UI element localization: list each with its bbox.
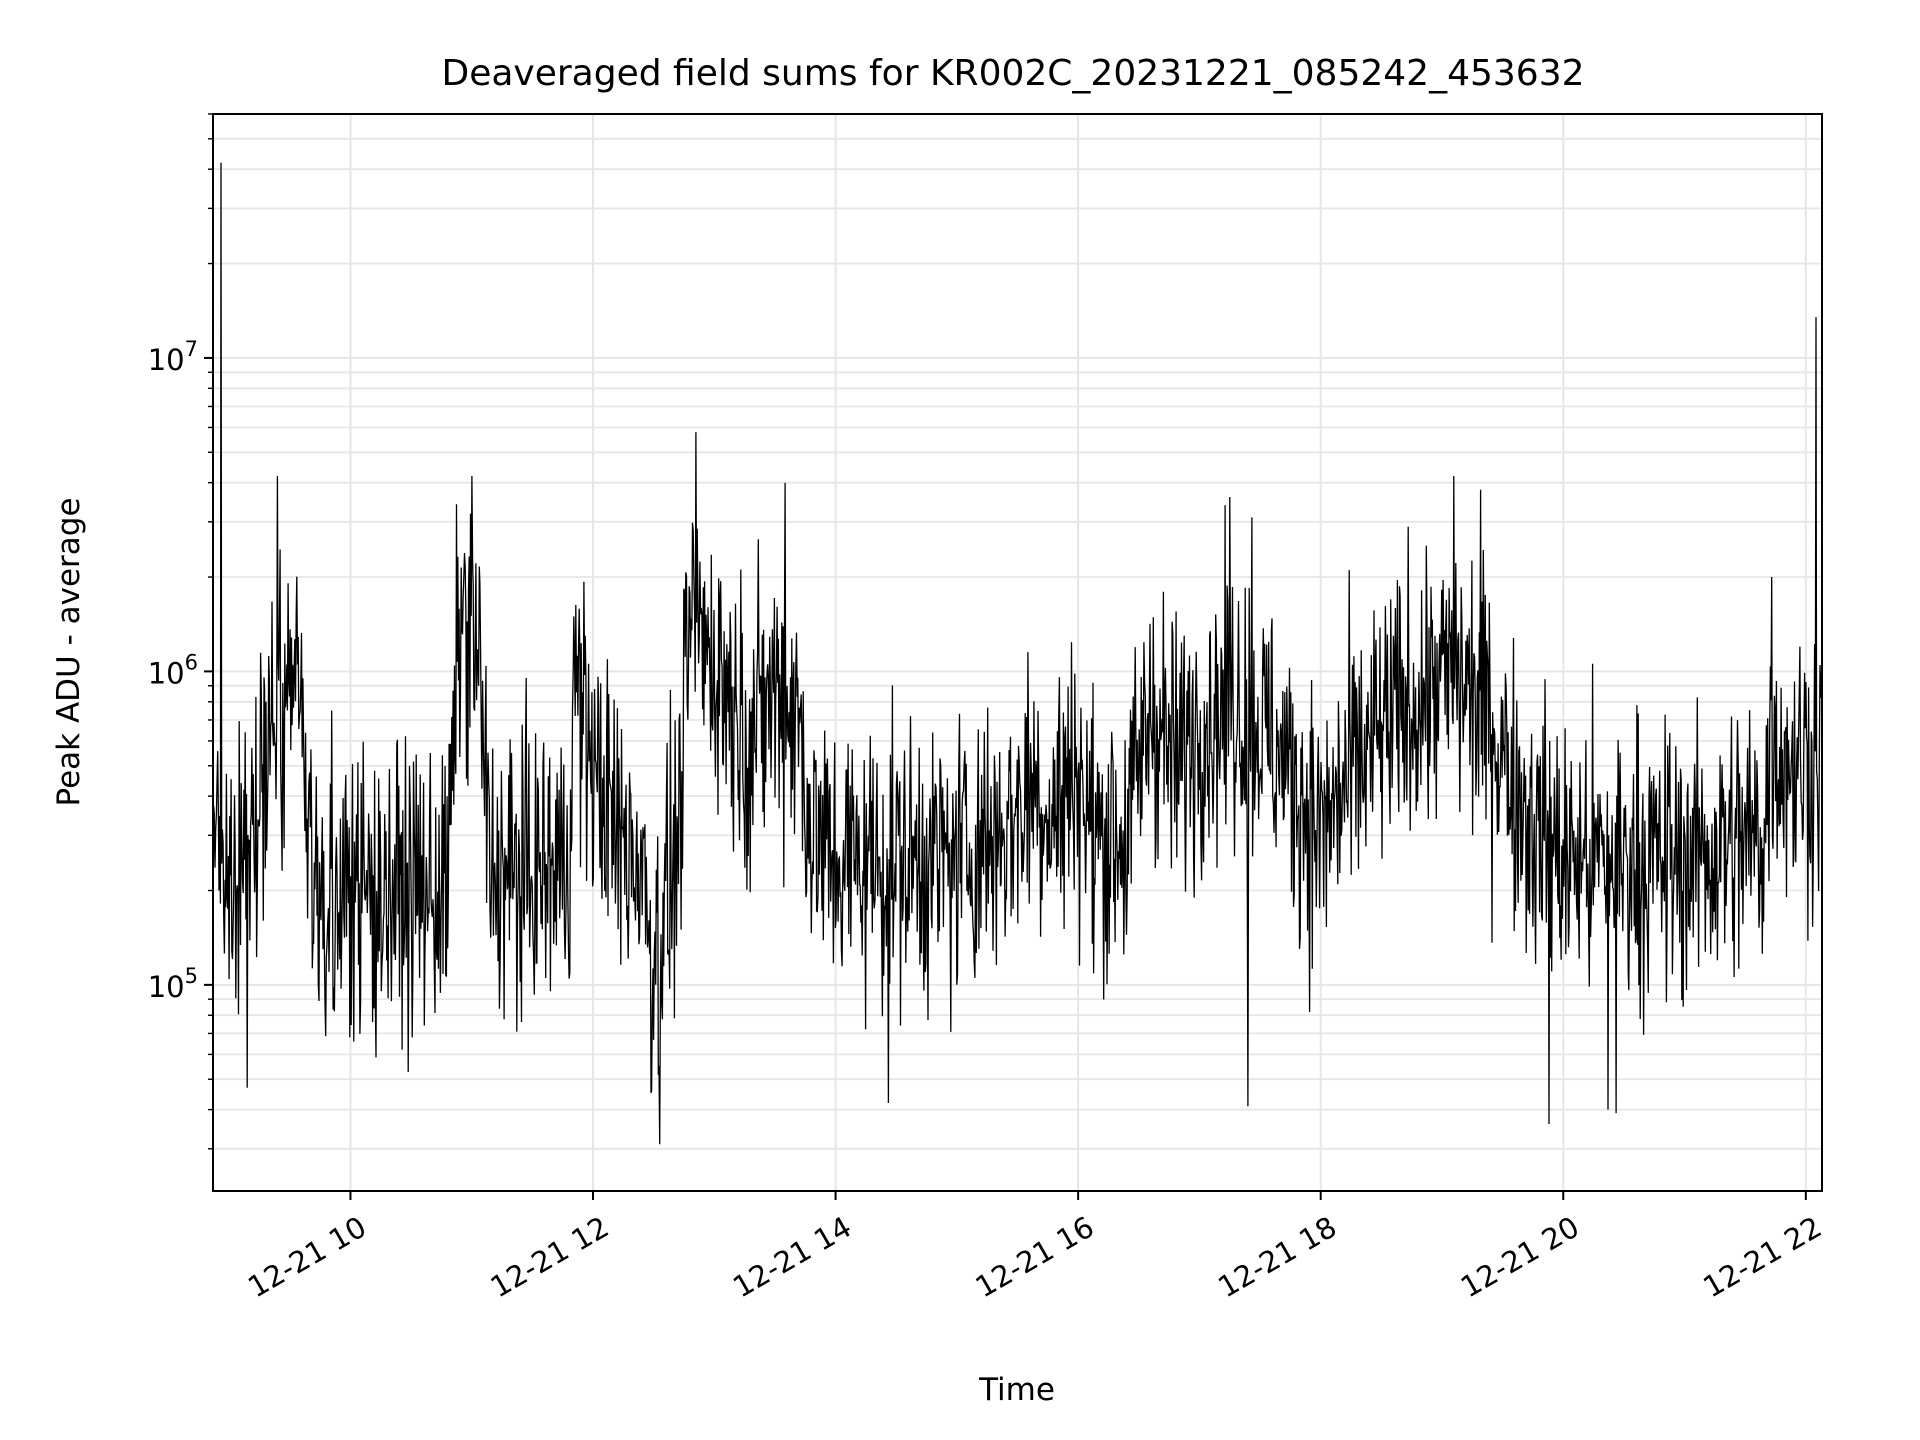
y-axis-title: Peak ADU - average bbox=[51, 497, 87, 806]
series-line bbox=[212, 162, 1823, 1145]
plot-frame bbox=[212, 113, 1823, 1192]
x-axis-title: Time bbox=[978, 1372, 1055, 1408]
chart-title: Deaveraged field sums for KR002C_2023122… bbox=[442, 53, 1585, 94]
y-tick-label: 106 bbox=[148, 650, 198, 690]
y-tick-label: 105 bbox=[148, 964, 198, 1004]
data-layer bbox=[212, 162, 1823, 1145]
y-tick-label: 107 bbox=[148, 337, 198, 377]
y-axis: 105 106 107 bbox=[148, 113, 213, 1150]
